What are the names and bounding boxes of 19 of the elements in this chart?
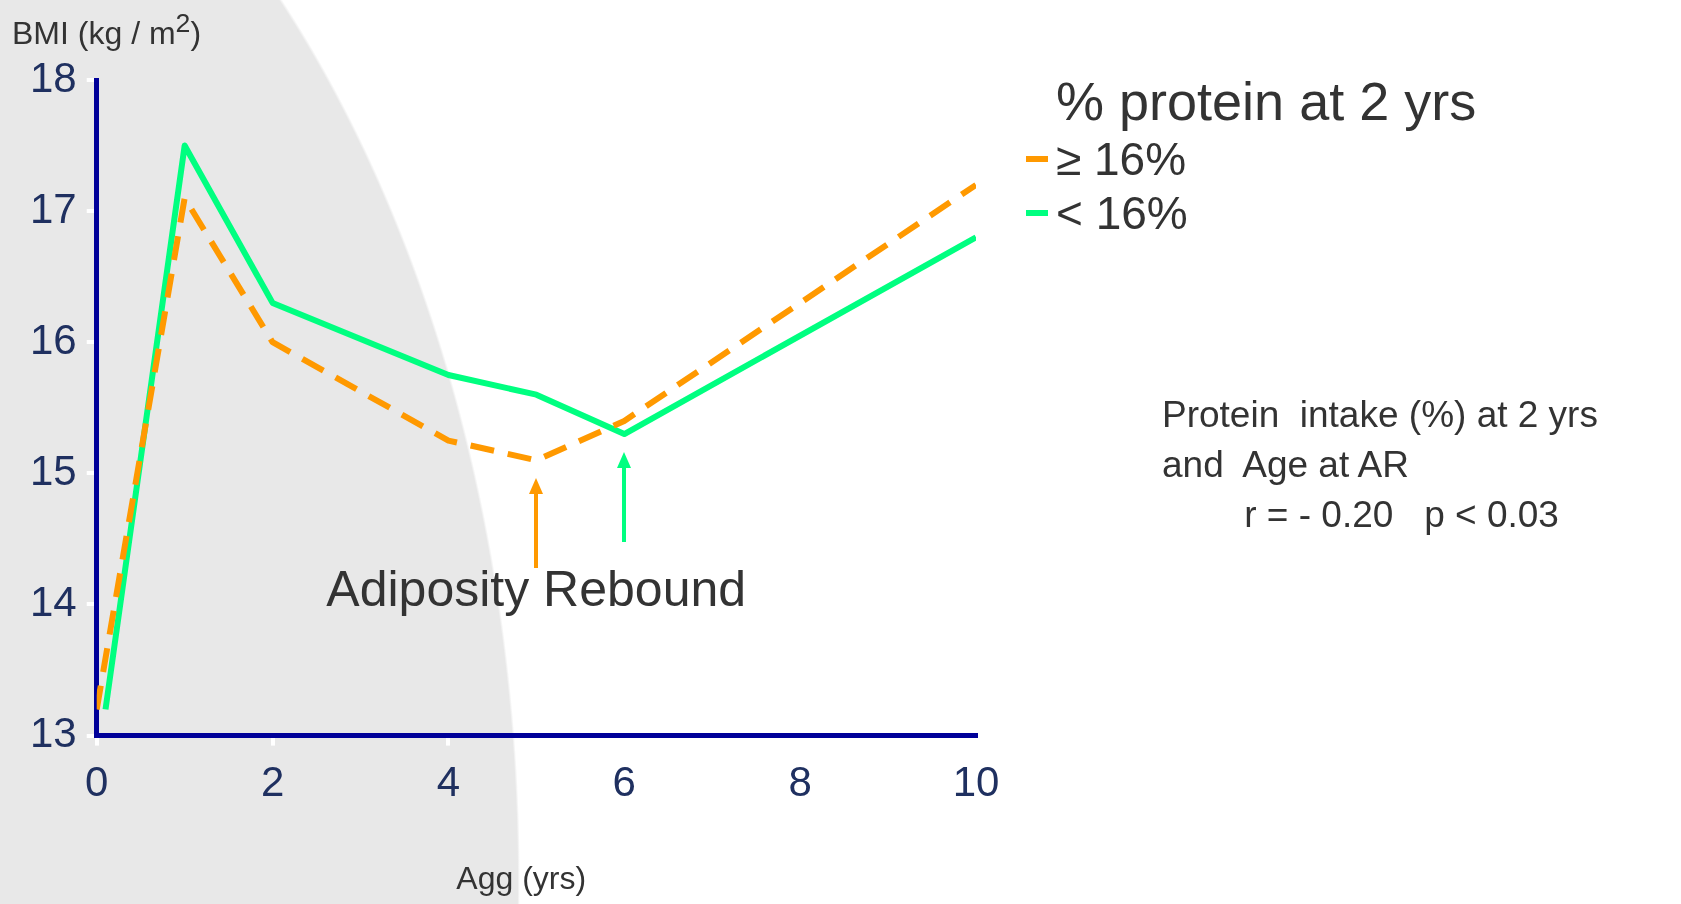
x-axis-title: Agg (yrs) bbox=[456, 860, 587, 897]
x-tick-label: 10 bbox=[952, 758, 1000, 806]
y-tick-label: 15 bbox=[30, 446, 77, 494]
y-tick-label: 17 bbox=[30, 184, 77, 232]
x-tick-label: 0 bbox=[85, 758, 109, 806]
y-tick-label: 18 bbox=[30, 53, 77, 101]
x-tick-label: 4 bbox=[436, 758, 461, 806]
x-tick-label: 8 bbox=[788, 758, 812, 806]
annotation: Adiposity Rebound bbox=[326, 560, 747, 619]
x-tick-label: 6 bbox=[612, 758, 636, 806]
y-tick-label: 16 bbox=[30, 315, 77, 363]
x-tick-label: 2 bbox=[260, 758, 285, 806]
y-tick-label: 14 bbox=[30, 578, 77, 626]
legend-label: ≥ 16% bbox=[1056, 132, 1187, 186]
text: Protein intake (%) at 2 yrs and Age at AR r = - 0.20 p < 0.03 bbox=[1162, 393, 1598, 537]
legend-title: % protein at 2 yrs bbox=[1056, 70, 1477, 132]
y-tick-label: 13 bbox=[30, 709, 77, 757]
legend-label: < 16% bbox=[1056, 186, 1188, 240]
y-axis-title: BMI (kg / m$^{2}$) bbox=[12, 8, 202, 52]
